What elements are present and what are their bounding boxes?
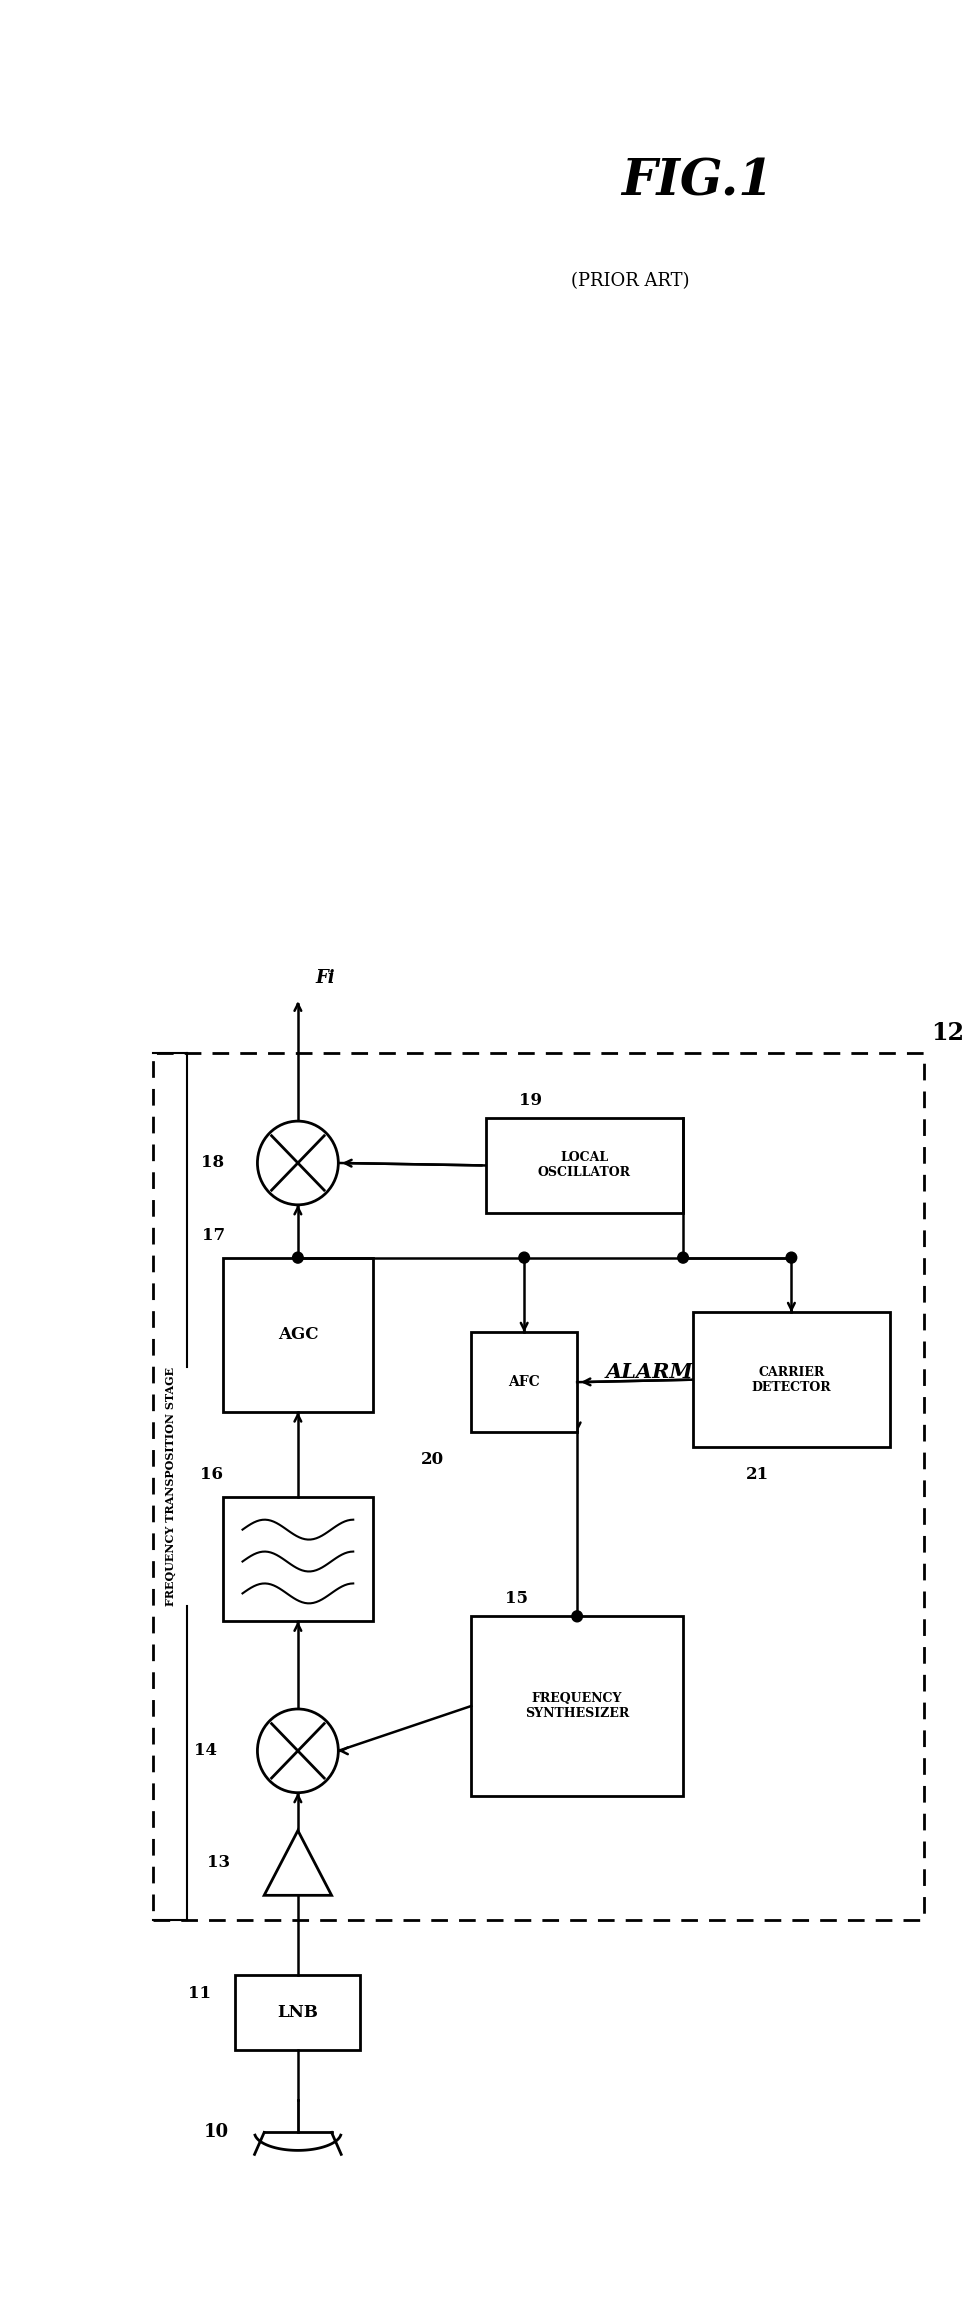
Text: 18: 18 bbox=[201, 1154, 224, 1172]
Text: 10: 10 bbox=[203, 2123, 229, 2142]
Bar bbox=[235, 1976, 360, 2050]
Text: LOCAL
OSCILLATOR: LOCAL OSCILLATOR bbox=[537, 1152, 630, 1179]
Text: FREQUENCY
SYNTHESIZER: FREQUENCY SYNTHESIZER bbox=[524, 1692, 629, 1719]
Text: 11: 11 bbox=[188, 1985, 211, 2003]
Circle shape bbox=[518, 1253, 529, 1262]
Circle shape bbox=[785, 1253, 796, 1262]
Bar bbox=[471, 1616, 682, 1796]
Circle shape bbox=[257, 1708, 338, 1793]
Bar bbox=[485, 1117, 682, 1212]
Text: Fi: Fi bbox=[315, 969, 334, 986]
Bar bbox=[153, 1052, 922, 1920]
Text: 13: 13 bbox=[207, 1853, 231, 1872]
Text: 14: 14 bbox=[194, 1743, 217, 1759]
Text: (PRIOR ART): (PRIOR ART) bbox=[571, 272, 689, 291]
Circle shape bbox=[677, 1253, 688, 1262]
Bar bbox=[223, 1258, 372, 1412]
Text: ALARM: ALARM bbox=[605, 1362, 693, 1382]
Text: 15: 15 bbox=[505, 1590, 527, 1606]
Text: 19: 19 bbox=[518, 1092, 542, 1108]
Bar bbox=[471, 1332, 577, 1431]
Text: FIG.1: FIG.1 bbox=[621, 157, 772, 205]
Circle shape bbox=[293, 1253, 303, 1262]
Text: LNB: LNB bbox=[277, 2003, 318, 2022]
Bar bbox=[692, 1313, 890, 1447]
Text: AGC: AGC bbox=[277, 1327, 318, 1343]
Text: 17: 17 bbox=[202, 1228, 225, 1244]
Text: 20: 20 bbox=[421, 1452, 444, 1468]
Circle shape bbox=[572, 1611, 581, 1623]
Polygon shape bbox=[264, 1830, 331, 1895]
Text: FREQUENCY TRANSPOSITION STAGE: FREQUENCY TRANSPOSITION STAGE bbox=[165, 1366, 176, 1606]
Circle shape bbox=[257, 1122, 338, 1205]
Text: 16: 16 bbox=[200, 1466, 223, 1484]
Text: CARRIER
DETECTOR: CARRIER DETECTOR bbox=[751, 1366, 830, 1394]
Text: AFC: AFC bbox=[508, 1376, 540, 1389]
Text: 12: 12 bbox=[930, 1022, 963, 1046]
Bar bbox=[223, 1498, 372, 1620]
Text: 21: 21 bbox=[745, 1466, 768, 1484]
